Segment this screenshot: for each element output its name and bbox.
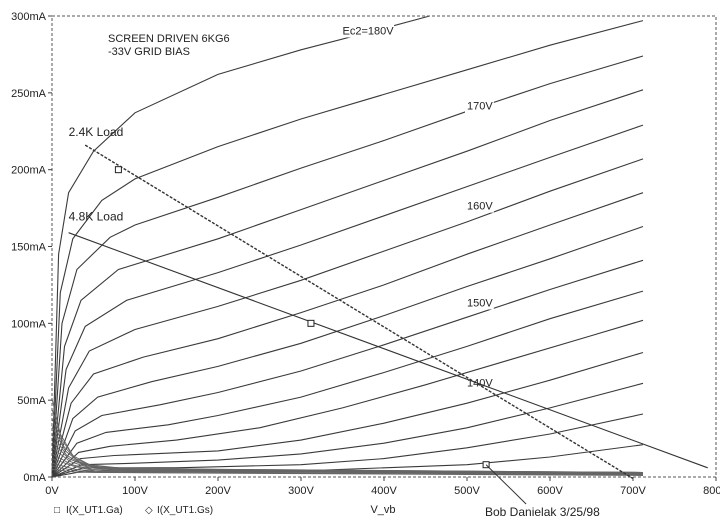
x-tick-label-1: 100V xyxy=(122,485,148,497)
screen-curve-10 xyxy=(51,465,644,476)
anode-curve-5 xyxy=(51,158,644,478)
anode-curve-13 xyxy=(51,413,644,478)
y-tick-label-5: 250mA xyxy=(11,88,47,100)
curve-label-text-1: 170V xyxy=(467,101,493,113)
chart-title: SCREEN DRIVEN 6KG6 xyxy=(108,33,230,45)
anode-curve-0 xyxy=(51,15,430,478)
screen-curve-11 xyxy=(51,468,644,476)
anode-curve-9 xyxy=(51,290,644,478)
chart-subtitle: -33V GRID BIAS xyxy=(108,46,190,58)
load-line-0 xyxy=(84,144,634,480)
load-line-1 xyxy=(68,232,708,469)
legend-marker-gs: ◇ xyxy=(145,505,153,516)
curve-label-text-0: Ec2=180V xyxy=(343,25,395,37)
anode-curve-2 xyxy=(51,55,644,478)
x-axis-label: V_vb xyxy=(370,504,395,516)
load-line-label-1: 4.8K Load xyxy=(69,209,124,223)
curve-label-bg-3 xyxy=(465,296,494,310)
operating-point-0 xyxy=(114,166,122,174)
anode-curve-10 xyxy=(51,319,644,478)
author-date-annotation: Bob Danielak 3/25/98 xyxy=(485,505,600,519)
anode-curve-1 xyxy=(51,20,644,478)
y-tick-label-1: 50mA xyxy=(17,395,46,407)
anode-curve-14 xyxy=(51,444,644,478)
curve-label-text-2: 160V xyxy=(467,201,493,213)
x-tick-label-8: 800V xyxy=(703,485,720,497)
anode-curve-11 xyxy=(51,351,644,478)
curve-label-bg-2 xyxy=(465,199,494,213)
y-tick-label-3: 150mA xyxy=(11,242,47,254)
y-tick-label-6: 300mA xyxy=(11,11,47,23)
x-tick-label-0: 0V xyxy=(45,485,59,497)
x-tick-label-2: 200V xyxy=(205,485,231,497)
x-tick-label-3: 300V xyxy=(288,485,314,497)
anode-curve-7 xyxy=(51,225,644,478)
anode-curve-3 xyxy=(51,89,644,478)
x-tick-label-7: 700V xyxy=(620,485,646,497)
curve-label-3: 150V xyxy=(465,296,494,310)
curve-label-2: 160V xyxy=(465,199,494,213)
y-tick-label-0: 0mA xyxy=(23,472,46,484)
anode-curve-4 xyxy=(51,124,644,478)
curve-label-1: 170V xyxy=(465,99,494,113)
load-line-label-0: 2.4K Load xyxy=(69,125,124,139)
axis-layer: 0V 100V 200V 300V 400V 500V 600V 700V 800V 0mA 50m… xyxy=(11,11,720,497)
anode-curve-6 xyxy=(51,192,644,478)
curve-label-0: Ec2=180V xyxy=(340,24,395,38)
x-tick-label-5: 500V xyxy=(454,485,480,497)
anode-curve-12 xyxy=(51,382,644,478)
screen-curve-2 xyxy=(51,418,644,473)
legend-label-ga: I(X_UT1.Ga) xyxy=(66,505,123,516)
curve-label-text-3: 150V xyxy=(467,297,493,309)
y-tick-label-4: 200mA xyxy=(11,165,47,177)
operating-point-1 xyxy=(307,319,315,327)
screen-curve-4 xyxy=(51,433,644,474)
plot-area-frame xyxy=(51,15,717,478)
curve-label-bg-0 xyxy=(340,24,395,38)
annotation-leader-line xyxy=(485,464,527,505)
x-tick-label-4: 400V xyxy=(371,485,397,497)
screen-curve-3 xyxy=(51,426,644,474)
legend: □ I(X_UT1.Ga) ◇ I(X_UT1.Gs) xyxy=(54,505,213,516)
legend-marker-ga: □ xyxy=(54,505,60,516)
anode-curve-8 xyxy=(51,259,644,478)
legend-label-gs: I(X_UT1.Gs) xyxy=(157,505,213,516)
y-tick-label-2: 100mA xyxy=(11,318,47,330)
curve-label-bg-1 xyxy=(465,99,494,113)
load-line-layer: 2.4K Load 4.8K Load xyxy=(68,125,708,505)
x-tick-label-6: 600V xyxy=(537,485,563,497)
